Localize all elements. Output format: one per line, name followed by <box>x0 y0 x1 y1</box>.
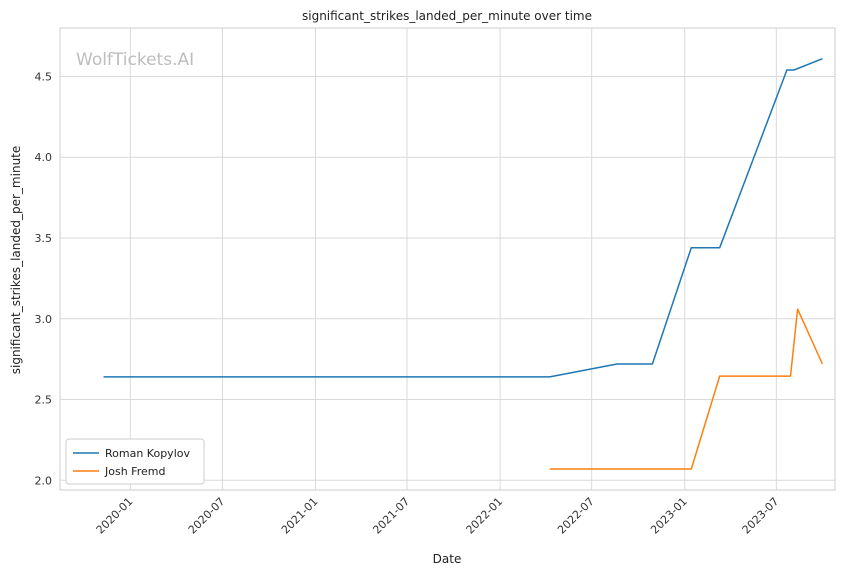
series-lines <box>103 58 824 470</box>
watermark: WolfTickets.AI <box>76 50 194 70</box>
x-tick-label: 2022-07 <box>555 495 597 537</box>
x-tick-label: 2020-07 <box>186 495 228 537</box>
x-tick-label: 2021-01 <box>279 495 321 537</box>
x-tick-label: 2023-01 <box>648 495 690 537</box>
chart-title: significant_strikes_landed_per_minute ov… <box>302 9 592 23</box>
y-tick-label: 3.5 <box>35 232 53 245</box>
y-axis-ticks: 2.0 2.5 3.0 3.5 4.0 4.5 <box>35 70 53 487</box>
plot-area <box>59 27 836 491</box>
x-tick-label: 2021-07 <box>370 495 412 537</box>
series-line-roman-kopylov <box>103 58 823 378</box>
y-tick-label: 4.0 <box>35 151 53 164</box>
x-tick-label: 2022-01 <box>464 495 506 537</box>
x-tick-label: 2020-01 <box>94 495 136 537</box>
x-tick-label: 2023-07 <box>740 495 782 537</box>
x-axis-ticks: 2020-01 2020-07 2021-01 2021-07 2022-01 2022-… <box>94 495 782 537</box>
y-tick-label: 2.0 <box>35 474 53 487</box>
grid-lines <box>60 28 835 490</box>
y-tick-label: 3.0 <box>35 313 53 326</box>
legend-box <box>65 438 205 485</box>
series-line-josh-fremd <box>549 308 824 470</box>
legend-label-roman-kopylov: Roman Kopylov <box>105 447 190 460</box>
y-axis-label: significant_strikes_landed_per_minute <box>9 146 23 375</box>
y-tick-label: 4.5 <box>35 70 53 83</box>
y-tick-label: 2.5 <box>35 394 53 407</box>
x-axis-label: Date <box>433 552 462 566</box>
legend: Roman Kopylov Josh Fremd <box>65 438 205 485</box>
legend-label-josh-fremd: Josh Fremd <box>104 465 165 478</box>
